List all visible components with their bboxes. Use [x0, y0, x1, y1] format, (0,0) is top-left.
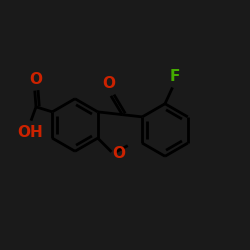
Text: OH: OH [17, 125, 43, 140]
Text: O: O [102, 76, 116, 91]
Text: F: F [170, 69, 180, 84]
Text: O: O [113, 146, 126, 162]
Text: O: O [30, 72, 43, 87]
